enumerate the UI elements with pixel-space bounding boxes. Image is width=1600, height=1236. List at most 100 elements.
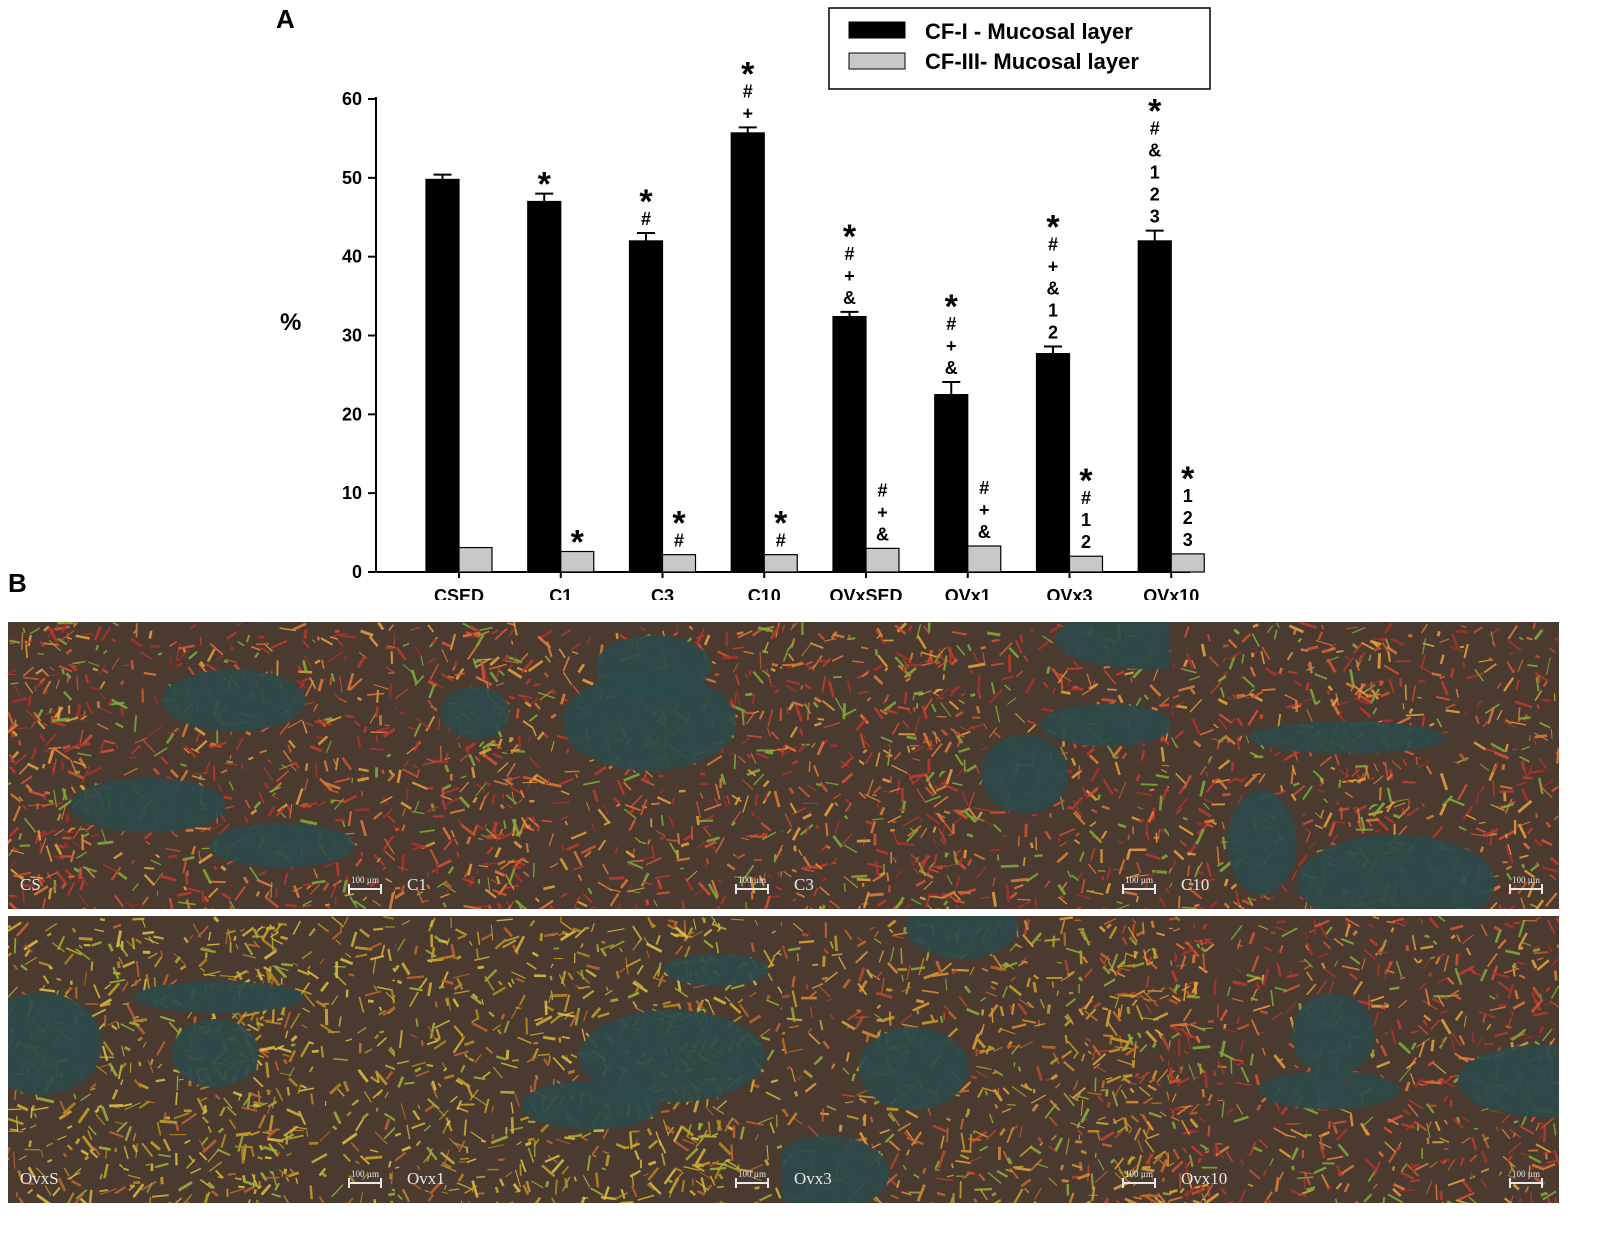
collagen-fiber: [63, 690, 73, 701]
collagen-fiber: [313, 868, 318, 879]
collagen-fiber: [1101, 705, 1106, 711]
collagen-fiber: [95, 644, 100, 651]
collagen-fiber: [1417, 696, 1422, 699]
collagen-fiber: [121, 981, 129, 992]
collagen-fiber: [140, 651, 153, 660]
collagen-fiber: [22, 1181, 34, 1186]
collagen-fiber: [935, 647, 947, 659]
collagen-fiber: [1371, 872, 1377, 882]
collagen-fiber: [882, 698, 889, 705]
collagen-fiber: [888, 928, 894, 934]
collagen-fiber: [1117, 840, 1124, 844]
collagen-fiber: [739, 1126, 745, 1140]
collagen-fiber: [1204, 818, 1215, 824]
collagen-fiber: [474, 956, 490, 962]
collagen-fiber: [305, 763, 309, 771]
collagen-fiber: [1140, 783, 1158, 786]
collagen-fiber: [865, 820, 874, 826]
collagen-fiber: [505, 874, 515, 891]
collagen-fiber: [775, 886, 783, 891]
collagen-fiber: [741, 713, 747, 719]
collagen-fiber: [558, 931, 568, 937]
collagen-fiber: [968, 815, 985, 822]
collagen-fiber: [528, 756, 540, 769]
significance-mark: *: [843, 218, 857, 256]
collagen-fiber: [344, 952, 352, 958]
collagen-fiber: [831, 1199, 839, 1203]
collagen-fiber: [670, 745, 685, 757]
collagen-fiber: [559, 1011, 574, 1017]
collagen-fiber: [48, 639, 61, 652]
collagen-fiber: [132, 883, 139, 892]
collagen-fiber: [110, 698, 128, 710]
collagen-fiber: [741, 710, 745, 726]
micrograph-c3: C3 100 µm: [782, 622, 1172, 909]
collagen-fiber: [826, 1105, 837, 1111]
collagen-fiber: [1177, 895, 1181, 909]
collagen-fiber: [659, 649, 667, 658]
collagen-fiber: [1216, 739, 1221, 750]
collagen-fiber: [1102, 965, 1111, 975]
collagen-fiber: [689, 930, 704, 939]
collagen-fiber: [1106, 1101, 1111, 1108]
collagen-fiber: [1079, 950, 1083, 965]
collagen-fiber: [277, 922, 288, 926]
collagen-fiber: [1056, 751, 1068, 756]
collagen-fiber: [257, 671, 269, 678]
collagen-fiber: [468, 941, 473, 946]
collagen-fiber: [854, 1015, 865, 1030]
collagen-fiber: [382, 726, 398, 738]
collagen-fiber: [333, 1111, 342, 1125]
collagen-fiber: [1321, 624, 1325, 630]
collagen-fiber: [757, 626, 774, 633]
collagen-fiber: [959, 726, 970, 732]
collagen-fiber: [1070, 1122, 1085, 1129]
collagen-fiber: [516, 1141, 522, 1146]
collagen-fiber: [541, 819, 552, 823]
collagen-fiber: [524, 1141, 532, 1147]
collagen-fiber: [1465, 672, 1484, 680]
collagen-fiber: [481, 700, 488, 708]
collagen-fiber: [672, 722, 687, 735]
collagen-fiber: [445, 997, 450, 1007]
collagen-fiber: [931, 864, 946, 869]
collagen-fiber: [48, 799, 54, 803]
collagen-fiber: [317, 842, 328, 857]
collagen-fiber: [737, 998, 744, 1004]
collagen-fiber: [60, 882, 67, 890]
collagen-fiber: [685, 974, 691, 985]
collagen-fiber: [1506, 661, 1515, 674]
lumen-region: [134, 981, 304, 1014]
collagen-fiber: [528, 697, 539, 707]
collagen-fiber: [175, 1092, 178, 1105]
collagen-fiber: [696, 1012, 707, 1025]
collagen-fiber: [498, 670, 505, 677]
collagen-fiber: [990, 682, 996, 695]
collagen-fiber: [1103, 955, 1109, 964]
collagen-fiber: [619, 633, 633, 645]
collagen-fiber: [803, 683, 812, 691]
collagen-fiber: [242, 1179, 257, 1187]
collagen-fiber: [749, 956, 760, 971]
collagen-fiber: [1139, 1071, 1149, 1085]
collagen-fiber: [1221, 792, 1231, 797]
collagen-fiber: [434, 1019, 451, 1029]
collagen-fiber: [337, 1088, 345, 1097]
collagen-fiber: [1149, 1201, 1153, 1203]
collagen-fiber: [1059, 1164, 1065, 1171]
collagen-fiber: [1335, 710, 1344, 715]
collagen-fiber: [1238, 735, 1243, 742]
collagen-fiber: [1219, 671, 1228, 682]
collagen-fiber: [949, 895, 959, 903]
collagen-fiber: [703, 928, 713, 937]
collagen-fiber: [1251, 633, 1260, 647]
collagen-fiber: [338, 697, 348, 703]
collagen-fiber: [491, 794, 496, 805]
collagen-fiber: [887, 743, 893, 749]
collagen-fiber: [64, 869, 74, 878]
collagen-fiber: [475, 657, 491, 669]
collagen-fiber: [274, 1060, 280, 1071]
collagen-fiber: [743, 650, 754, 655]
collagen-fiber: [576, 951, 591, 958]
collagen-fiber: [792, 897, 797, 902]
